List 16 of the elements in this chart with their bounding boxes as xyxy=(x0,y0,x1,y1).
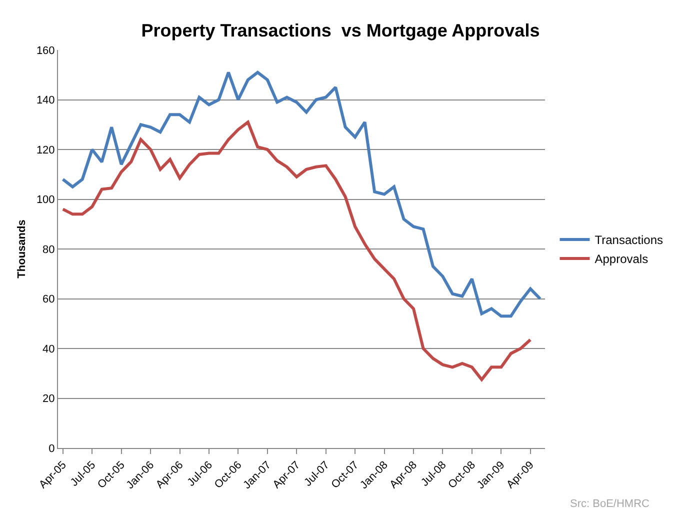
y-tick-label: 120 xyxy=(36,144,55,156)
y-tick-label: 100 xyxy=(36,194,55,206)
y-tick-label: 0 xyxy=(48,442,55,455)
text: Src: BoE/HMRC xyxy=(570,498,650,510)
chart-title: Property Transactions vs Mortgage Approvals xyxy=(141,20,540,40)
line-series xyxy=(61,120,532,382)
y-tick-label: 160 xyxy=(36,44,55,57)
y-axis-title: Thousands xyxy=(16,220,28,278)
y-tick-label: 80 xyxy=(42,244,55,256)
y-tick-label: 20 xyxy=(42,393,55,406)
y-tick-label: 60 xyxy=(42,294,55,306)
legend-label: Approvals xyxy=(594,252,648,266)
y-tick-label: 140 xyxy=(36,94,55,107)
line-series xyxy=(61,70,542,318)
legend-label: Transactions xyxy=(594,233,663,248)
y-tick-label: 40 xyxy=(42,343,55,356)
